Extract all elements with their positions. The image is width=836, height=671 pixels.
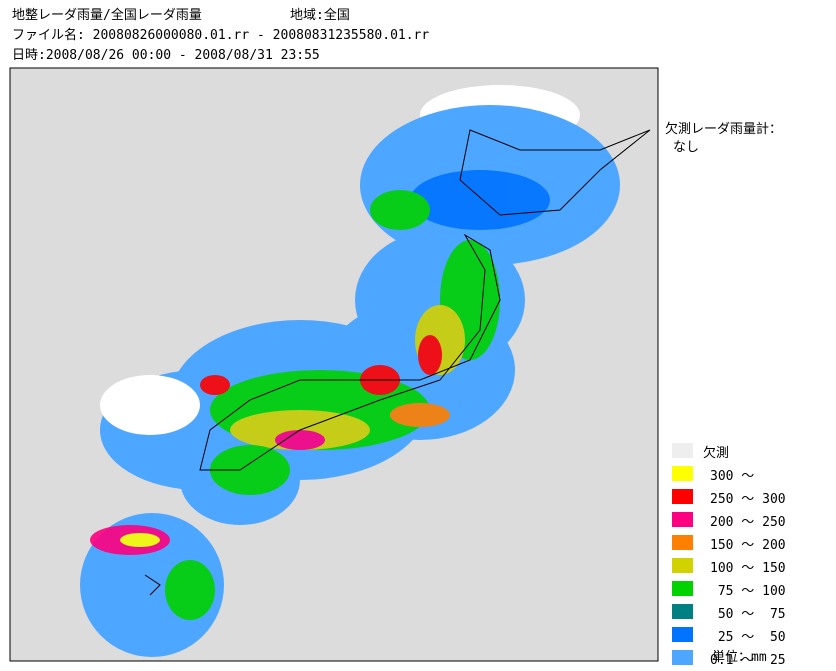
legend-swatch [672, 581, 693, 596]
legend-swatch [672, 627, 693, 642]
legend-swatch [672, 489, 693, 504]
missing-radar-value: なし [673, 140, 700, 155]
header-title: 地整レーダ雨量/全国レーダ雨量 [12, 8, 202, 23]
legend-label: 欠測 [703, 446, 730, 461]
legend-label: 250 ～ 300 [710, 492, 786, 507]
legend-label: 100 ～ 150 [710, 561, 786, 576]
header-region: 地域:全国 [290, 8, 350, 23]
legend-swatch [672, 535, 693, 550]
legend-label: 150 ～ 200 [710, 538, 786, 553]
legend-swatch [672, 604, 693, 619]
legend-unit: 単位：mm [712, 650, 767, 665]
legend-label: 0.1 ～ 25 [710, 653, 786, 668]
legend-label: 50 ～ 75 [710, 607, 786, 622]
missing-radar-label: 欠測レーダ雨量計： [665, 122, 783, 137]
legend-swatch [672, 443, 693, 458]
legend-swatch [672, 650, 693, 665]
legend-label: 300 ～ [710, 469, 755, 484]
legend-label: 75 ～ 100 [710, 584, 786, 599]
header-period: 日時:2008/08/26 00:00 - 2008/08/31 23:55 [12, 48, 320, 63]
legend-swatch [672, 558, 693, 573]
legend-swatch [672, 512, 693, 527]
header-file: ファイル名: 20080826000080.01.rr - 2008083123… [12, 28, 430, 43]
legend-label: 200 ～ 250 [710, 515, 786, 530]
coastline [144, 129, 651, 596]
legend-swatch [672, 466, 693, 481]
legend-label: 25 ～ 50 [710, 630, 786, 645]
